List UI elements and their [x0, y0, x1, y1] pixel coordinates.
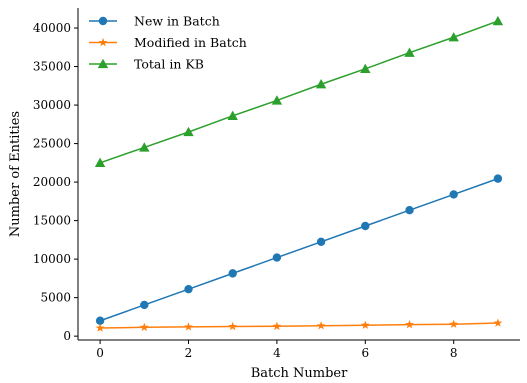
- x-tick-label: 6: [361, 346, 369, 360]
- data-point: [361, 221, 370, 231]
- legend: New in Batch Modified in Batch Total in KB: [89, 14, 247, 72]
- data-point: [140, 300, 149, 310]
- data-point: [94, 157, 106, 167]
- legend-item: Modified in Batch: [89, 35, 247, 50]
- data-point: [139, 142, 150, 152]
- legend-item: Total in KB: [89, 57, 204, 72]
- series-layer: [94, 15, 504, 332]
- y-axis-label: Number of Entities: [8, 111, 23, 237]
- x-axis-label: Batch Number: [251, 366, 348, 381]
- data-point: [139, 322, 149, 332]
- series-line: [99, 177, 499, 322]
- legend-label: New in Batch: [134, 14, 220, 29]
- data-point: [271, 95, 283, 105]
- data-point: [184, 284, 193, 294]
- data-point: [184, 322, 193, 331]
- data-point: [404, 47, 415, 57]
- y-tick-label: 0: [63, 329, 71, 343]
- x-tick-label: 8: [450, 346, 458, 360]
- x-tick-label: 0: [96, 346, 104, 360]
- data-point: [272, 253, 282, 262]
- data-point: [316, 321, 326, 330]
- data-point: [493, 174, 503, 183]
- x-tick-label: 4: [273, 346, 281, 360]
- y-tick-label: 15000: [33, 214, 71, 228]
- legend-item: New in Batch: [89, 14, 220, 29]
- data-point: [405, 319, 414, 329]
- data-point: [95, 316, 105, 325]
- y-tick-label: 5000: [40, 291, 71, 305]
- y-tick-label: 30000: [33, 98, 71, 112]
- data-point: [449, 190, 458, 199]
- axes: 0 2 4 6 8 0 5000 10000 15000 20000 25000 30000 35000…: [33, 8, 520, 360]
- y-tick-label: 40000: [33, 21, 71, 35]
- y-tick-label: 35000: [33, 60, 71, 74]
- legend-label: Modified in Batch: [134, 35, 247, 50]
- data-point: [448, 32, 459, 42]
- data-point: [95, 323, 105, 332]
- data-point: [492, 15, 504, 26]
- data-point: [183, 126, 194, 137]
- data-point: [493, 318, 503, 327]
- data-point: [227, 110, 238, 121]
- series-line: [99, 20, 499, 164]
- data-point: [316, 237, 326, 246]
- data-point: [449, 319, 459, 328]
- series-new-in-batch: [95, 174, 503, 325]
- data-point: [315, 79, 327, 89]
- data-point: [360, 63, 371, 74]
- data-point: [228, 269, 237, 278]
- legend-marker: [98, 37, 108, 47]
- legend-marker: [98, 16, 108, 26]
- data-point: [228, 321, 238, 331]
- legend-label: Total in KB: [134, 57, 204, 72]
- series-line: [100, 322, 498, 329]
- series-total-in-kb: [94, 15, 504, 167]
- x-tick-label: 2: [185, 346, 193, 360]
- series-modified-in-batch: [95, 318, 503, 332]
- legend-marker: [97, 58, 109, 69]
- data-point: [272, 321, 282, 331]
- data-point: [360, 320, 370, 329]
- data-point: [405, 206, 414, 215]
- y-tick-label: 25000: [33, 137, 71, 151]
- y-tick-label: 20000: [33, 175, 71, 189]
- y-tick-label: 10000: [33, 252, 71, 266]
